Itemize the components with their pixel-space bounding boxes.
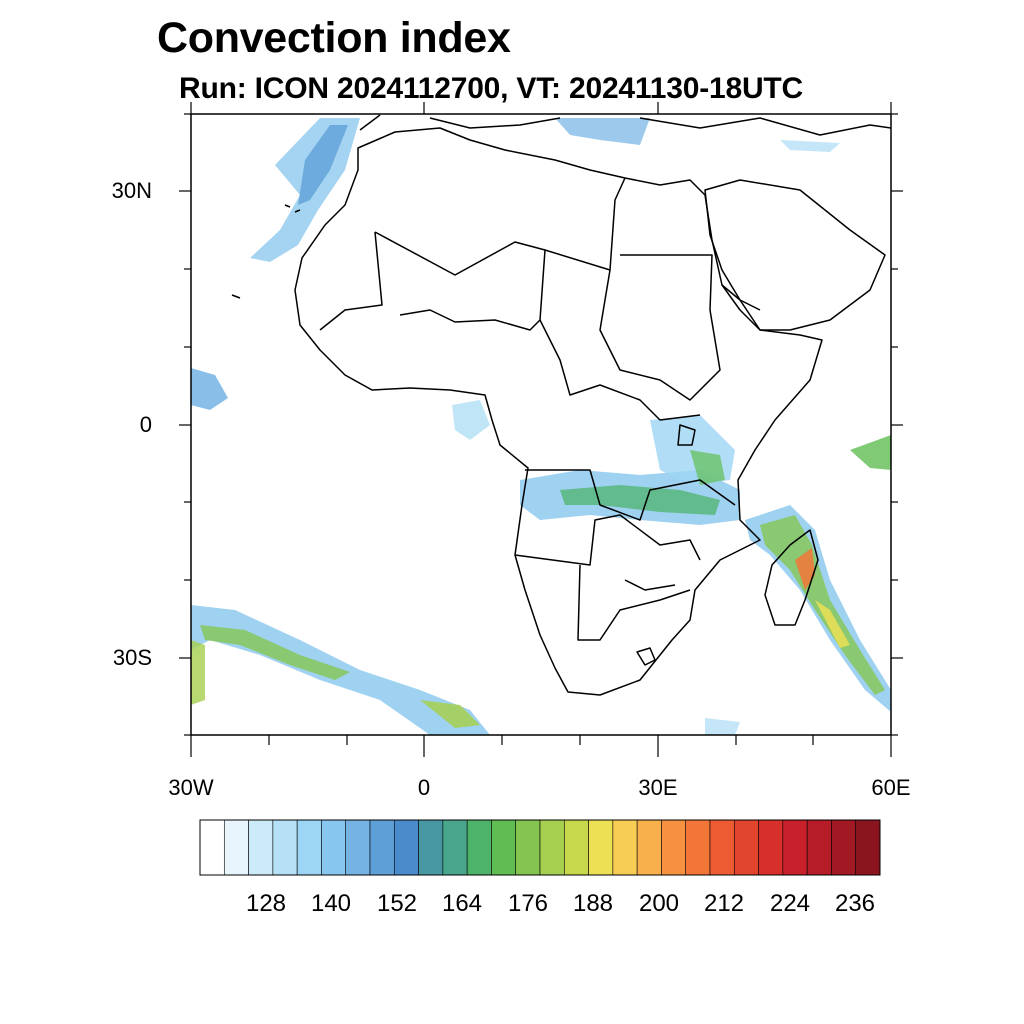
border-1 bbox=[319, 231, 383, 331]
lake-victoria bbox=[677, 424, 696, 446]
colorbar-box bbox=[758, 819, 784, 876]
colorbar-box bbox=[782, 819, 808, 876]
colorbar-label: 212 bbox=[703, 890, 745, 917]
lon-label-30e: 30E bbox=[638, 775, 678, 800]
field-gulf-guinea bbox=[452, 400, 490, 440]
colorbar-box bbox=[418, 819, 444, 876]
lon-ticks bbox=[190, 102, 892, 757]
border-3 bbox=[399, 249, 546, 331]
colorbar-box bbox=[685, 819, 711, 876]
field-sw-edge bbox=[191, 640, 205, 705]
colorbar-label: 236 bbox=[834, 890, 876, 917]
field-south-atlantic-core bbox=[200, 625, 350, 680]
colorbar-box bbox=[831, 819, 857, 876]
field-tanzania-core bbox=[690, 450, 725, 485]
field-south-atlantic-core2 bbox=[420, 700, 480, 728]
europe-coastline bbox=[359, 114, 891, 136]
border-5 bbox=[539, 319, 701, 421]
lat-label-0: 0 bbox=[139, 412, 152, 437]
colorbar-box bbox=[272, 819, 298, 876]
colorbar-box bbox=[806, 819, 832, 876]
border-7 bbox=[514, 514, 701, 566]
colorbar-box bbox=[612, 819, 638, 876]
border-9 bbox=[624, 579, 676, 591]
coastlines bbox=[231, 114, 891, 696]
colorbar-outline bbox=[199, 819, 881, 876]
colorbar-box bbox=[393, 819, 419, 876]
colorbar-box bbox=[491, 819, 517, 876]
border-2 bbox=[374, 177, 626, 276]
chart-subtitle: Run: ICON 2024112700, VT: 20241130-18UTC bbox=[179, 72, 804, 105]
chart-title: Convection index bbox=[157, 14, 511, 62]
colorbar-box bbox=[321, 819, 347, 876]
lesotho bbox=[636, 647, 656, 666]
convection-field bbox=[191, 118, 891, 735]
field-levant bbox=[780, 140, 840, 152]
colorbar-box bbox=[248, 819, 274, 876]
lon-label-60e: 60E bbox=[871, 775, 911, 800]
lat-ticks bbox=[179, 113, 903, 736]
colorbar-box bbox=[661, 819, 687, 876]
field-indian-ocean bbox=[850, 435, 891, 470]
field-west-edge bbox=[191, 368, 228, 410]
africa-coastline bbox=[294, 127, 823, 696]
colorbar-label: 128 bbox=[245, 890, 287, 917]
colorbar-label: 152 bbox=[376, 890, 418, 917]
colorbar-box bbox=[733, 819, 759, 876]
colorbar-box bbox=[515, 819, 541, 876]
colorbar bbox=[199, 819, 881, 876]
arabia-coastline bbox=[704, 179, 886, 331]
colorbar-box bbox=[588, 819, 614, 876]
colorbar-box bbox=[636, 819, 662, 876]
colorbar-box bbox=[223, 819, 249, 876]
colorbar-label: 224 bbox=[769, 890, 811, 917]
field-nw-atlantic-core bbox=[298, 125, 348, 205]
colorbar-label: 164 bbox=[441, 890, 483, 917]
canary-dots bbox=[231, 204, 301, 299]
colorbar-label: 176 bbox=[507, 890, 549, 917]
field-mediterranean bbox=[555, 118, 650, 145]
lat-label-30n: 30N bbox=[111, 178, 152, 203]
madagascar-coastline bbox=[764, 529, 819, 626]
field-congo-band-core bbox=[560, 485, 720, 515]
colorbar-box bbox=[296, 819, 322, 876]
colorbar-box bbox=[539, 819, 565, 876]
field-mozambique-yellow bbox=[815, 600, 850, 648]
colorbar-box bbox=[709, 819, 735, 876]
border-8 bbox=[577, 564, 691, 641]
colorbar-box bbox=[466, 819, 492, 876]
field-south-edge bbox=[705, 718, 740, 735]
colorbar-label: 188 bbox=[572, 890, 614, 917]
colorbar-label: 200 bbox=[638, 890, 680, 917]
lon-label-0: 0 bbox=[417, 775, 431, 800]
colorbar-box bbox=[442, 819, 468, 876]
colorbar-box bbox=[855, 819, 881, 876]
colorbar-box bbox=[563, 819, 589, 876]
field-madagascar-hot bbox=[795, 548, 815, 590]
lat-label-30s: 30S bbox=[112, 645, 152, 670]
colorbar-label: 140 bbox=[310, 890, 352, 917]
colorbar-box bbox=[345, 819, 371, 876]
border-6 bbox=[525, 469, 736, 521]
colorbar-box bbox=[199, 819, 225, 876]
border-4 bbox=[599, 254, 721, 401]
border-10 bbox=[721, 284, 761, 311]
lon-label-30w: 30W bbox=[168, 775, 214, 800]
colorbar-box bbox=[369, 819, 395, 876]
